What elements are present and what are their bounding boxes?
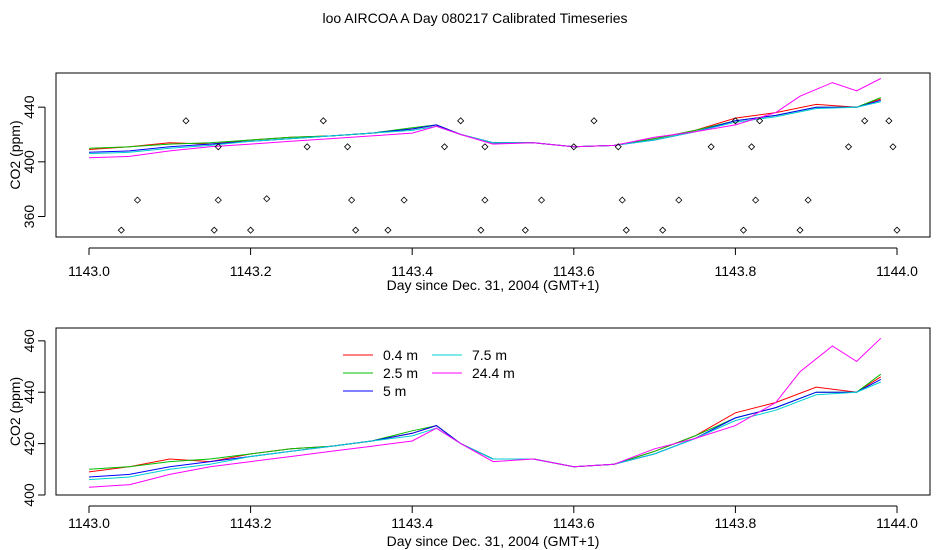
x-tick-label: 1143.4: [391, 515, 433, 531]
point-marker: [481, 143, 489, 151]
point-marker: [804, 196, 812, 204]
point-marker: [348, 196, 356, 204]
point-marker: [707, 143, 715, 151]
x-tick-label: 1143.0: [68, 515, 110, 531]
point-marker: [675, 196, 683, 204]
y-tick-label: 360: [21, 205, 37, 229]
point-marker: [247, 226, 255, 234]
point-marker: [889, 143, 897, 151]
x-tick-label: 1143.6: [553, 263, 595, 279]
y-tick-label: 440: [21, 95, 37, 119]
x-tick-label: 1143.2: [230, 515, 272, 531]
y-axis-label: CO2 (ppm): [7, 377, 23, 446]
point-marker: [885, 117, 893, 125]
point-marker: [622, 226, 630, 234]
point-marker: [747, 143, 756, 151]
point-marker: [303, 143, 311, 151]
point-marker: [537, 196, 546, 204]
chart-panel-1: 1143.0 1143.2 1143.4 1143.6 1143.8 1144.0 Day …: [7, 72, 931, 293]
point-marker: [752, 196, 760, 204]
point-marker: [756, 117, 764, 125]
legend: 0.4 m 2.5 m 5 m 7.5 m 24.4 m: [343, 347, 515, 399]
point-marker: [844, 143, 853, 151]
x-tick-label: 1143.0: [68, 263, 110, 279]
chart-panel-2: 1143.0 1143.2 1143.4 1143.6 1143.8 1144.0 Day …: [7, 327, 931, 549]
point-marker: [440, 143, 449, 151]
y-tick-label: 460: [21, 329, 37, 353]
y-tick-label: 440: [21, 380, 37, 404]
point-marker: [659, 226, 667, 234]
x-tick-label: 1143.8: [715, 515, 757, 531]
series-line-5: [88, 337, 882, 488]
plot-frame: [55, 327, 931, 496]
point-marker: [384, 226, 392, 234]
point-marker: [214, 196, 222, 204]
point-marker: [796, 226, 804, 234]
chart-title: loo AIRCOA A Day 080217 Calibrated Times…: [322, 10, 628, 26]
x-tick-label: 1143.6: [553, 515, 595, 531]
series-line-5: [88, 78, 882, 159]
x-tick-label: 1143.4: [391, 263, 433, 279]
x-tick-label: 1144.0: [876, 515, 918, 531]
x-axis-label: Day since Dec. 31, 2004 (GMT+1): [387, 533, 600, 549]
legend-label: 24.4 m: [472, 365, 515, 381]
point-marker: [343, 143, 352, 151]
point-marker: [214, 143, 222, 151]
point-marker: [182, 117, 190, 125]
point-marker: [521, 226, 529, 234]
plot-frame: [55, 72, 931, 238]
point-marker: [400, 196, 408, 204]
x-tick-label: 1143.8: [715, 263, 757, 279]
series-line-3: [88, 99, 881, 153]
y-tick-label: 420: [21, 432, 37, 456]
point-marker: [210, 226, 218, 234]
point-marker: [590, 117, 598, 125]
legend-label: 0.4 m: [383, 347, 418, 363]
y-tick-label: 400: [21, 483, 37, 507]
series-line-4: [88, 381, 881, 481]
point-marker: [319, 117, 327, 125]
series-line-4: [88, 101, 881, 155]
point-marker: [861, 117, 869, 125]
point-marker: [614, 143, 622, 151]
legend-label: 2.5 m: [383, 365, 418, 381]
x-tick-label: 1144.0: [876, 263, 918, 279]
point-marker: [618, 196, 626, 204]
y-tick-label: 400: [21, 150, 37, 174]
point-marker: [731, 117, 739, 125]
legend-label: 7.5 m: [472, 347, 507, 363]
point-marker: [263, 195, 271, 203]
x-tick-label: 1143.2: [230, 263, 272, 279]
point-marker: [457, 117, 465, 125]
legend-label: 5 m: [383, 383, 406, 399]
point-marker: [133, 196, 142, 204]
point-marker: [570, 143, 578, 151]
x-axis-label: Day since Dec. 31, 2004 (GMT+1): [387, 277, 600, 293]
y-axis-label: CO2 (ppm): [7, 120, 23, 189]
point-marker: [352, 226, 360, 234]
point-marker: [481, 196, 489, 204]
point-marker: [739, 226, 748, 234]
point-marker: [477, 226, 485, 234]
point-marker: [117, 226, 125, 234]
point-marker: [893, 226, 901, 234]
series-line-3: [88, 378, 882, 478]
